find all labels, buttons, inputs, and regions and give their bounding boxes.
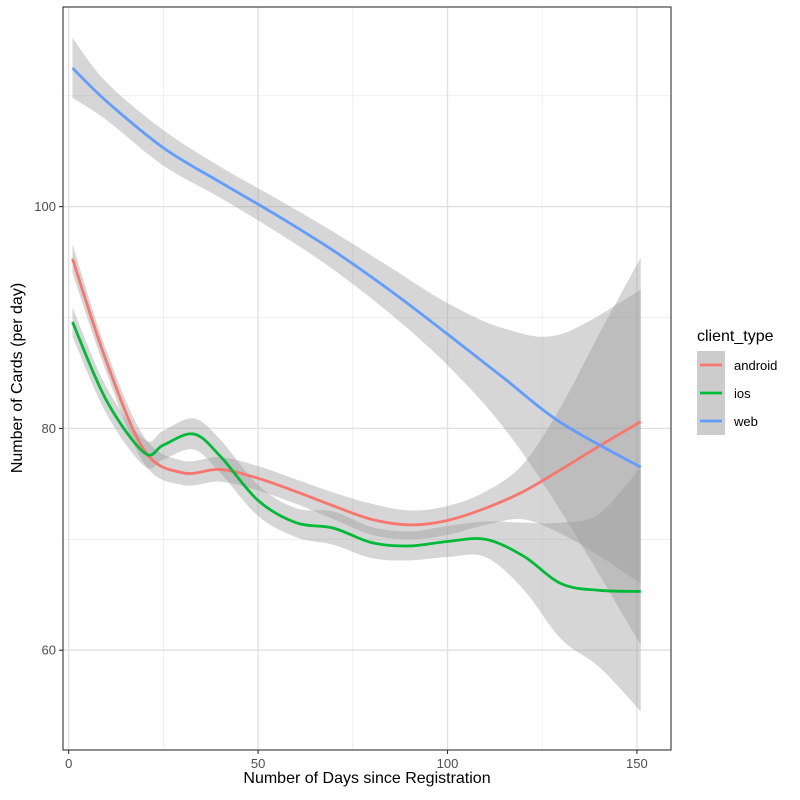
x-tick-label: 50 (251, 756, 265, 771)
y-tick-label: 80 (42, 421, 56, 436)
legend-title: client_type (697, 328, 774, 345)
y-axis-title: Number of Cards (per day) (9, 283, 26, 473)
series-line-web (71, 66, 642, 469)
legend-label-ios: ios (734, 386, 751, 401)
ribbon-android (72, 244, 641, 584)
legend-label-web: web (733, 414, 758, 429)
minor-gridlines (63, 7, 671, 750)
confidence-ribbons (72, 38, 641, 712)
series-line-ios (71, 321, 641, 593)
x-tick-label: 100 (437, 756, 459, 771)
x-tick-label: 0 (65, 756, 72, 771)
panel-border (62, 6, 672, 751)
series-line-android (71, 258, 642, 527)
ribbon-web (72, 38, 641, 645)
legend-label-android: android (734, 358, 777, 373)
legend: client_type android ios web (697, 328, 777, 435)
y-tick-label: 100 (34, 199, 56, 214)
panel-background (63, 7, 671, 750)
x-axis-ticks: 0 50 100 150 (65, 750, 648, 771)
series-lines (71, 66, 642, 593)
x-tick-label: 150 (626, 756, 648, 771)
y-tick-label: 60 (42, 643, 56, 658)
x-axis-title: Number of Days since Registration (243, 770, 490, 787)
y-axis-ticks: 60 80 100 (34, 199, 63, 658)
